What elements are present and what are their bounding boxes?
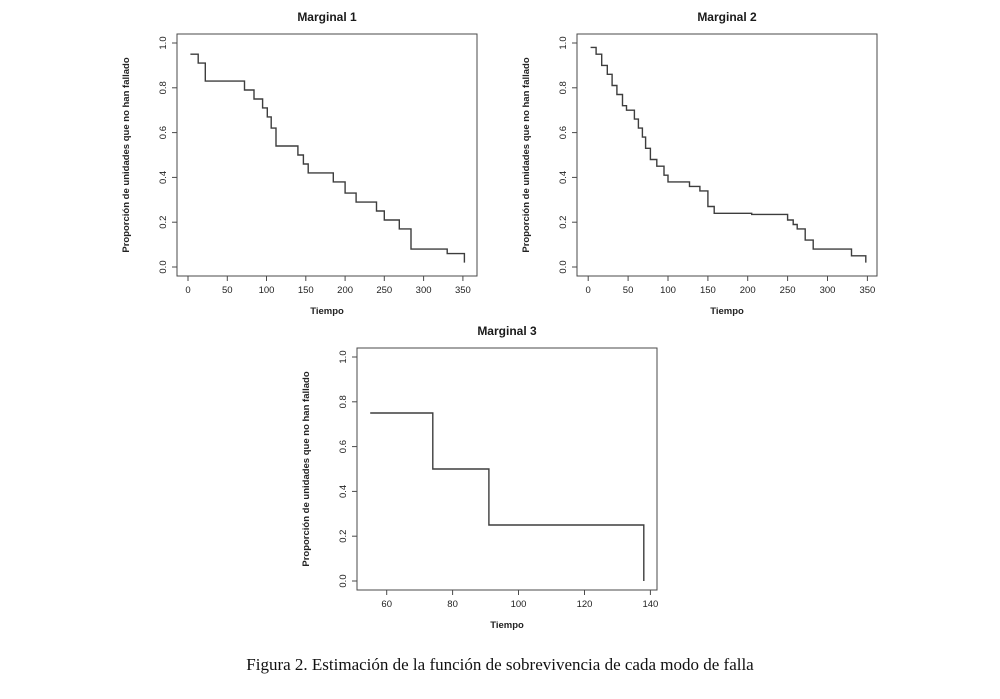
x-tick-label: 80 [447,599,458,610]
x-tick-label: 140 [642,599,658,610]
y-tick-label: 0.8 [158,81,169,94]
y-tick-label: 0.0 [158,260,169,273]
chart-svg-2: Marginal 2 0 50 100 150 200 250 300 350 0.0 0.2 0.4… [521,10,878,317]
y-tick-label: 0.4 [558,171,569,184]
chart-title: Marginal 2 [697,10,757,24]
x-tick-label: 350 [859,285,875,296]
x-tick-label: 0 [586,285,591,296]
chart-title: Marginal 1 [297,10,357,24]
x-axis-label: Tiempo [710,306,744,317]
y-tick-label: 0.0 [338,574,349,587]
x-tick-label: 60 [381,599,392,610]
survival-curve [590,46,867,263]
x-tick-label: 300 [820,285,836,296]
y-tick-label: 0.2 [558,216,569,229]
x-axis-label: Tiempo [490,620,524,631]
chart-title: Marginal 3 [477,324,537,338]
x-axis-label: Tiempo [310,306,344,317]
chart-svg-1: Marginal 1 0 50 100 150 200 250 300 350 0.0 0.2 0.4… [121,10,478,317]
x-tick-label: 200 [337,285,353,296]
chart-marginal-3: Marginal 3 60 80 100 120 140 0.0 0.2 0.4 0.6 0.8 1.… [295,318,670,650]
x-tick-label: 350 [455,285,471,296]
y-tick-label: 0.8 [558,81,569,94]
y-tick-label: 0.6 [558,126,569,139]
y-tick-label: 0.4 [338,485,349,498]
y-tick-label: 0.8 [338,395,349,408]
y-tick-label: 1.0 [158,36,169,49]
y-tick-label: 0.6 [338,440,349,453]
x-tick-label: 250 [780,285,796,296]
x-tick-label: 50 [623,285,634,296]
x-tick-label: 150 [700,285,716,296]
y-tick-label: 0.0 [558,260,569,273]
x-tick-label: 120 [577,599,593,610]
chart-marginal-2: Marginal 2 0 50 100 150 200 250 300 350 0.0 0.2 0.4… [515,4,890,336]
y-axis-label: Proporción de unidades que no han fallad… [301,371,312,566]
plot-box [176,33,478,277]
x-tick-label: 50 [222,285,233,296]
y-tick-label: 1.0 [338,350,349,363]
x-tick-label: 100 [511,599,527,610]
x-tick-label: 300 [416,285,432,296]
x-tick-label: 100 [660,285,676,296]
y-axis-label: Proporción de unidades que no han fallad… [121,57,132,252]
chart-svg-3: Marginal 3 60 80 100 120 140 0.0 0.2 0.4 0.6 0.8 1.… [301,324,658,631]
y-tick-label: 0.6 [158,126,169,139]
x-tick-label: 250 [376,285,392,296]
figure-caption: Figura 2. Estimación de la función de so… [246,655,754,674]
y-tick-label: 0.4 [158,171,169,184]
y-tick-label: 0.2 [158,216,169,229]
x-tick-label: 0 [185,285,190,296]
plot-box [576,33,878,277]
survival-curve [190,53,466,263]
survival-curve [370,412,645,581]
y-tick-label: 0.2 [338,530,349,543]
y-axis-label: Proporción de unidades que no han fallad… [521,57,532,252]
x-tick-label: 150 [298,285,314,296]
plot-box [356,347,658,591]
x-tick-label: 100 [259,285,275,296]
chart-marginal-1: Marginal 1 0 50 100 150 200 250 300 350 0.0 0.2 0.4… [115,4,490,336]
y-tick-label: 1.0 [558,36,569,49]
x-tick-label: 200 [740,285,756,296]
